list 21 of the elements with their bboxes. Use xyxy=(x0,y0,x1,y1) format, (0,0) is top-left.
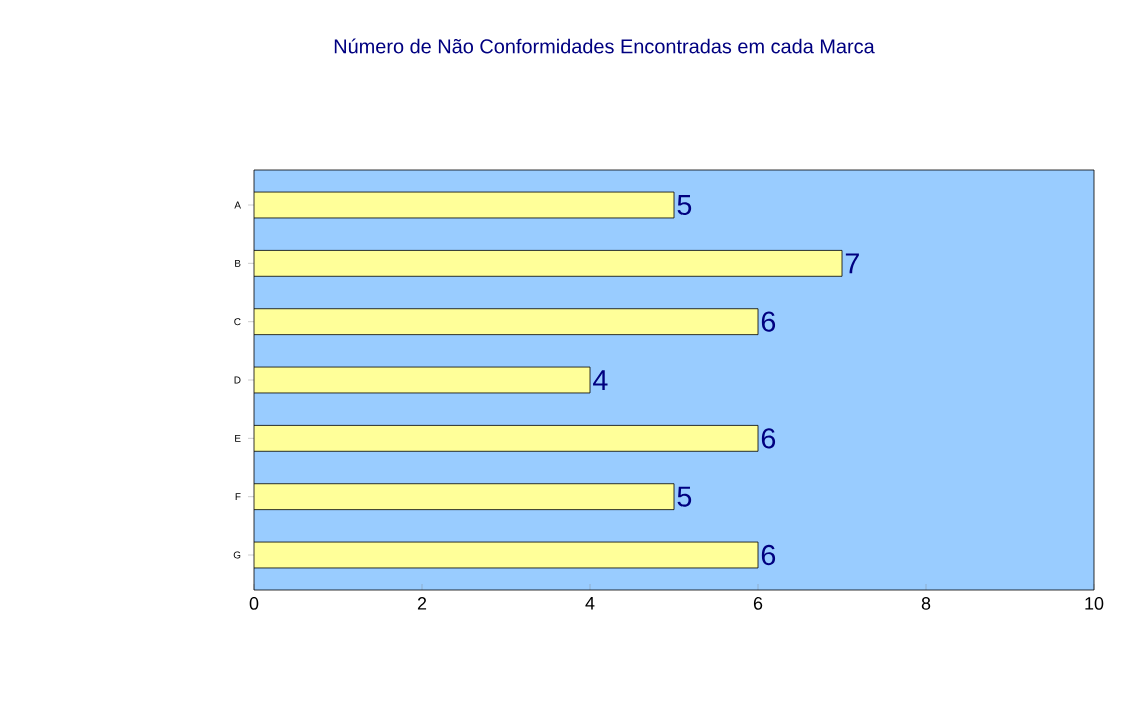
bar xyxy=(254,541,759,569)
data-label: 4 xyxy=(593,370,608,390)
bar xyxy=(254,191,675,219)
bar xyxy=(254,483,675,511)
bar xyxy=(254,366,591,394)
x-tick-label: 8 xyxy=(921,597,931,610)
x-tick-label: 4 xyxy=(585,597,595,610)
chart-title: Número de Não Conformidades Encontradas em cada Marca xyxy=(334,38,875,54)
bar xyxy=(254,249,843,277)
x-tick-label: 6 xyxy=(753,597,763,610)
bar xyxy=(254,308,759,336)
x-tick-label: 0 xyxy=(249,597,259,610)
data-label: 6 xyxy=(761,311,776,332)
data-label: 5 xyxy=(677,486,692,507)
data-label: 7 xyxy=(845,253,859,274)
x-tick-label: 10 xyxy=(1085,597,1104,610)
bar xyxy=(254,424,759,452)
data-label: 6 xyxy=(761,428,776,449)
data-label: 6 xyxy=(761,544,776,566)
x-tick-label: 2 xyxy=(417,597,427,610)
data-label: 5 xyxy=(677,194,692,216)
